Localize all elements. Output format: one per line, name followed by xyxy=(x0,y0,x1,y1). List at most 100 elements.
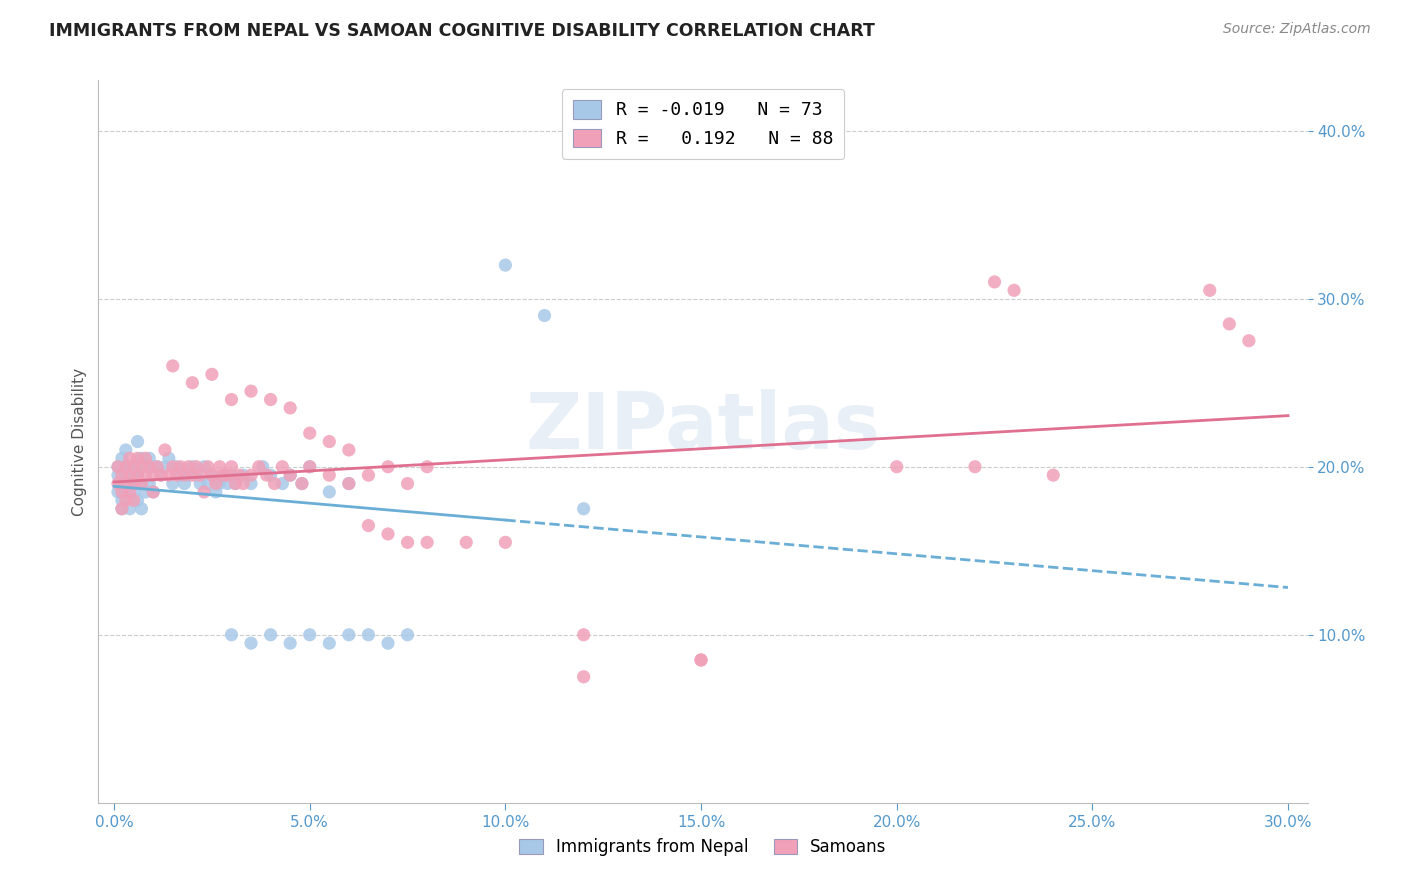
Point xyxy=(131,476,153,491)
Point xyxy=(146,459,169,474)
Point xyxy=(107,459,129,474)
Point xyxy=(173,468,195,483)
Point xyxy=(224,476,246,491)
Point xyxy=(204,485,226,500)
Point xyxy=(111,501,134,516)
Point xyxy=(377,459,399,474)
Point xyxy=(122,493,145,508)
Point xyxy=(114,468,136,483)
Text: Source: ZipAtlas.com: Source: ZipAtlas.com xyxy=(1223,22,1371,37)
Point xyxy=(150,468,173,483)
Point xyxy=(217,476,239,491)
Point xyxy=(416,459,439,474)
Point xyxy=(122,459,145,474)
Point xyxy=(298,426,321,441)
Point xyxy=(181,376,204,390)
Point xyxy=(157,468,180,483)
Point xyxy=(357,628,380,642)
Point xyxy=(224,476,246,491)
Point xyxy=(963,459,986,474)
Point xyxy=(337,476,360,491)
Point xyxy=(127,451,149,466)
Point xyxy=(186,459,208,474)
Point xyxy=(131,476,153,491)
Point xyxy=(240,636,263,650)
Point xyxy=(118,501,141,516)
Point xyxy=(278,636,301,650)
Point xyxy=(690,653,713,667)
Point xyxy=(212,468,235,483)
Point xyxy=(131,451,153,466)
Point xyxy=(357,468,380,483)
Point xyxy=(166,468,188,483)
Point xyxy=(337,628,360,642)
Point xyxy=(111,485,134,500)
Point xyxy=(572,670,595,684)
Point xyxy=(138,476,160,491)
Point xyxy=(298,459,321,474)
Point xyxy=(337,476,360,491)
Point xyxy=(107,485,129,500)
Point xyxy=(111,451,134,466)
Point xyxy=(157,451,180,466)
Point xyxy=(150,468,173,483)
Point xyxy=(396,628,419,642)
Point xyxy=(114,459,136,474)
Point xyxy=(131,459,153,474)
Point xyxy=(169,459,191,474)
Point xyxy=(494,535,516,549)
Point xyxy=(127,468,149,483)
Point xyxy=(377,636,399,650)
Point xyxy=(134,485,156,500)
Point xyxy=(111,476,134,491)
Point xyxy=(111,493,134,508)
Point xyxy=(114,485,136,500)
Point xyxy=(278,401,301,415)
Point xyxy=(142,485,165,500)
Point xyxy=(166,459,188,474)
Point xyxy=(232,476,254,491)
Point xyxy=(212,468,235,483)
Point xyxy=(142,485,165,500)
Point xyxy=(1042,468,1064,483)
Point xyxy=(181,459,204,474)
Point xyxy=(298,459,321,474)
Point xyxy=(142,468,165,483)
Point xyxy=(162,459,184,474)
Point xyxy=(138,451,160,466)
Point xyxy=(201,468,224,483)
Point xyxy=(533,309,555,323)
Point xyxy=(396,535,419,549)
Point xyxy=(690,653,713,667)
Point xyxy=(456,535,478,549)
Point xyxy=(173,476,195,491)
Point xyxy=(134,468,156,483)
Point xyxy=(256,468,278,483)
Point xyxy=(318,468,340,483)
Point xyxy=(278,468,301,483)
Point xyxy=(201,368,224,382)
Point xyxy=(572,501,595,516)
Point xyxy=(107,476,129,491)
Point xyxy=(240,468,263,483)
Point xyxy=(177,459,200,474)
Point xyxy=(278,468,301,483)
Text: IMMIGRANTS FROM NEPAL VS SAMOAN COGNITIVE DISABILITY CORRELATION CHART: IMMIGRANTS FROM NEPAL VS SAMOAN COGNITIV… xyxy=(49,22,875,40)
Point xyxy=(122,459,145,474)
Text: ZIPatlas: ZIPatlas xyxy=(526,389,880,465)
Point xyxy=(107,459,129,474)
Point xyxy=(208,476,231,491)
Point xyxy=(162,359,184,373)
Point xyxy=(122,476,145,491)
Point xyxy=(114,442,136,457)
Point xyxy=(118,451,141,466)
Point xyxy=(177,468,200,483)
Point xyxy=(118,485,141,500)
Point xyxy=(357,518,380,533)
Point xyxy=(131,501,153,516)
Point xyxy=(188,468,211,483)
Point xyxy=(232,468,254,483)
Point xyxy=(259,628,281,642)
Point xyxy=(217,468,239,483)
Point xyxy=(259,468,281,483)
